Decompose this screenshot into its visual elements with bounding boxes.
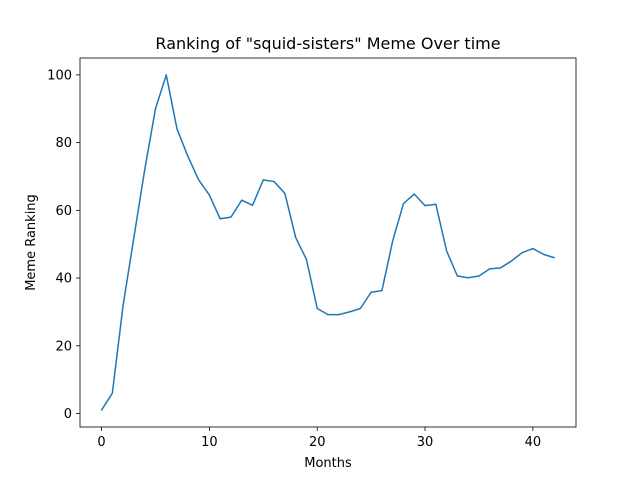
data-point-15 (262, 179, 264, 181)
y-tick-label: 100 (47, 68, 72, 83)
data-point-34 (467, 277, 469, 279)
data-point-3 (133, 236, 135, 239)
data-point-39 (521, 252, 523, 254)
data-point-19 (305, 258, 308, 261)
y-tick-label: 60 (55, 204, 72, 219)
y-axis-label: Meme Ranking (24, 194, 39, 291)
data-point-35 (478, 275, 480, 277)
y-tick-label: 40 (55, 272, 72, 287)
x-tick-label: 40 (525, 435, 542, 450)
points-layer (100, 74, 556, 411)
ticks-layer: 0 10 20 30 40 0 20 40 60 80 100 (47, 68, 541, 450)
data-point-41 (543, 253, 545, 255)
data-point-12 (230, 216, 232, 218)
data-point-23 (348, 311, 351, 313)
data-point-25 (370, 291, 372, 293)
data-point-40 (532, 247, 534, 250)
x-axis-label: Months (304, 456, 352, 471)
data-point-1 (111, 392, 113, 394)
data-point-7 (176, 128, 178, 130)
data-point-30 (424, 205, 426, 207)
y-tick-label: 80 (55, 136, 72, 151)
data-point-10 (208, 194, 210, 196)
x-tick-label: 20 (309, 435, 326, 450)
data-point-37 (499, 267, 502, 269)
data-point-9 (198, 179, 200, 181)
x-tick-label: 10 (201, 435, 218, 450)
y-tick-label: 0 (64, 407, 72, 422)
data-point-5 (154, 108, 157, 110)
data-point-21 (327, 314, 329, 316)
x-tick-label: 0 (97, 435, 105, 450)
data-point-8 (187, 155, 189, 157)
data-point-0 (100, 409, 103, 411)
data-point-13 (241, 199, 243, 201)
y-tick-label: 20 (55, 339, 72, 354)
data-point-2 (122, 304, 124, 306)
data-point-4 (144, 169, 146, 171)
data-point-11 (219, 218, 221, 220)
data-point-33 (456, 275, 458, 277)
plot-frame (79, 57, 577, 428)
data-point-27 (392, 240, 394, 242)
data-point-38 (510, 260, 512, 262)
data-point-42 (553, 257, 556, 259)
chart-title: Ranking of "squid-sisters" Meme Over tim… (155, 34, 500, 53)
data-point-26 (381, 289, 383, 292)
data-point-17 (284, 192, 286, 195)
data-point-32 (446, 250, 448, 252)
data-point-16 (273, 180, 275, 183)
data-point-31 (435, 203, 437, 205)
data-point-24 (359, 307, 361, 310)
data-point-28 (402, 202, 405, 205)
data-point-22 (338, 314, 340, 316)
data-point-6 (165, 74, 167, 76)
x-tick-label: 30 (417, 435, 434, 450)
data-point-14 (251, 204, 254, 206)
data-point-18 (295, 236, 297, 239)
data-point-36 (489, 268, 491, 270)
series-line (100, 74, 555, 411)
data-point-29 (413, 193, 415, 195)
data-point-20 (316, 307, 318, 310)
